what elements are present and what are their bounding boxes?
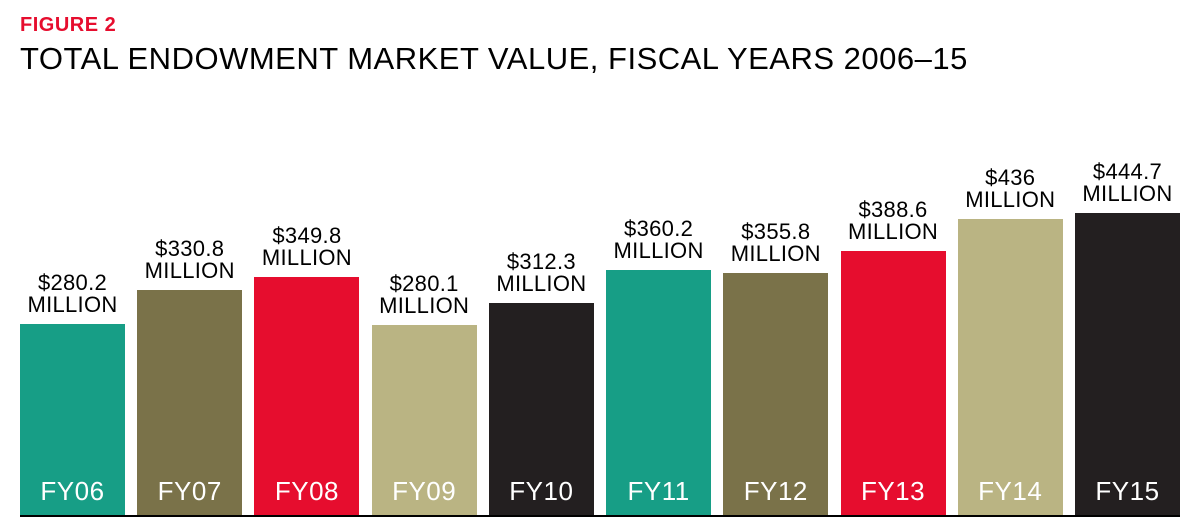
bar-slot: $330.8MILLION FY07 — [137, 102, 242, 515]
bar-value-amount: $360.2 — [614, 218, 704, 240]
bar-value-unit: MILLION — [379, 295, 469, 317]
bar: FY14 — [958, 219, 1063, 515]
bar: FY13 — [841, 251, 946, 515]
bar: FY12 — [723, 273, 828, 515]
bar-slot: $280.1MILLION FY09 — [372, 102, 477, 515]
bar-value-unit: MILLION — [27, 294, 117, 316]
bar-value-amount: $280.2 — [27, 272, 117, 294]
bar-value-label: $280.1MILLION — [379, 273, 469, 317]
bar-value-label: $355.8MILLION — [731, 221, 821, 265]
bar: FY11 — [606, 270, 711, 515]
figure-label: FIGURE 2 — [20, 14, 1180, 37]
bar-x-label: FY11 — [627, 476, 689, 507]
bar-slot: $349.8MILLION FY08 — [254, 102, 359, 515]
bar-value-label: $444.7MILLION — [1082, 161, 1172, 205]
bar-slot: $312.3MILLION FY10 — [489, 102, 594, 515]
chart-title: TOTAL ENDOWMENT MARKET VALUE, FISCAL YEA… — [20, 41, 1180, 77]
bar-value-unit: MILLION — [1082, 183, 1172, 205]
bar-x-label: FY07 — [158, 476, 222, 507]
bar-value-amount: $330.8 — [145, 238, 235, 260]
bar: FY09 — [372, 325, 477, 515]
bar-value-label: $388.6MILLION — [848, 199, 938, 243]
bar-value-amount: $444.7 — [1082, 161, 1172, 183]
bar-slot: $436MILLION FY14 — [958, 102, 1063, 515]
bar-slot: $388.6MILLION FY13 — [841, 102, 946, 515]
bar-x-label: FY09 — [392, 476, 456, 507]
bar-value-amount: $355.8 — [731, 221, 821, 243]
bar-chart: $280.2MILLIONFY06$330.8MILLIONFY07$349.8… — [20, 102, 1180, 517]
bar-value-unit: MILLION — [496, 273, 586, 295]
bar-value-unit: MILLION — [614, 240, 704, 262]
bar-slot: $444.7MILLION FY15 — [1075, 102, 1180, 515]
bar-value-unit: MILLION — [262, 247, 352, 269]
bar: FY15 — [1075, 213, 1180, 515]
bar-value-amount: $312.3 — [496, 251, 586, 273]
bar-value-label: $349.8MILLION — [262, 225, 352, 269]
bar-x-label: FY15 — [1095, 476, 1159, 507]
bar-value-unit: MILLION — [965, 189, 1055, 211]
bar: FY10 — [489, 303, 594, 515]
bar-slot: $280.2MILLION FY06 — [20, 102, 125, 515]
bar-x-label: FY13 — [861, 476, 925, 507]
bar-value-unit: MILLION — [145, 260, 235, 282]
bar-value-label: $280.2MILLION — [27, 272, 117, 316]
bar-value-amount: $388.6 — [848, 199, 938, 221]
bar-x-label: FY12 — [744, 476, 808, 507]
bar: FY07 — [137, 290, 242, 515]
bar-slot: $355.8MILLION FY12 — [723, 102, 828, 515]
bar-value-amount: $280.1 — [379, 273, 469, 295]
bar-value-unit: MILLION — [731, 243, 821, 265]
bar-value-label: $360.2MILLION — [614, 218, 704, 262]
bar-slot: $360.2MILLION FY11 — [606, 102, 711, 515]
bar-x-label: FY08 — [275, 476, 339, 507]
bar-x-label: FY10 — [509, 476, 573, 507]
bar-x-label: FY06 — [40, 476, 104, 507]
bar: FY08 — [254, 277, 359, 515]
bar: FY06 — [20, 324, 125, 515]
bar-x-label: FY14 — [978, 476, 1042, 507]
bar-value-amount: $349.8 — [262, 225, 352, 247]
bar-value-label: $330.8MILLION — [145, 238, 235, 282]
bar-value-label: $312.3MILLION — [496, 251, 586, 295]
bar-value-label: $436MILLION — [965, 167, 1055, 211]
bar-value-amount: $436 — [965, 167, 1055, 189]
bar-value-unit: MILLION — [848, 221, 938, 243]
